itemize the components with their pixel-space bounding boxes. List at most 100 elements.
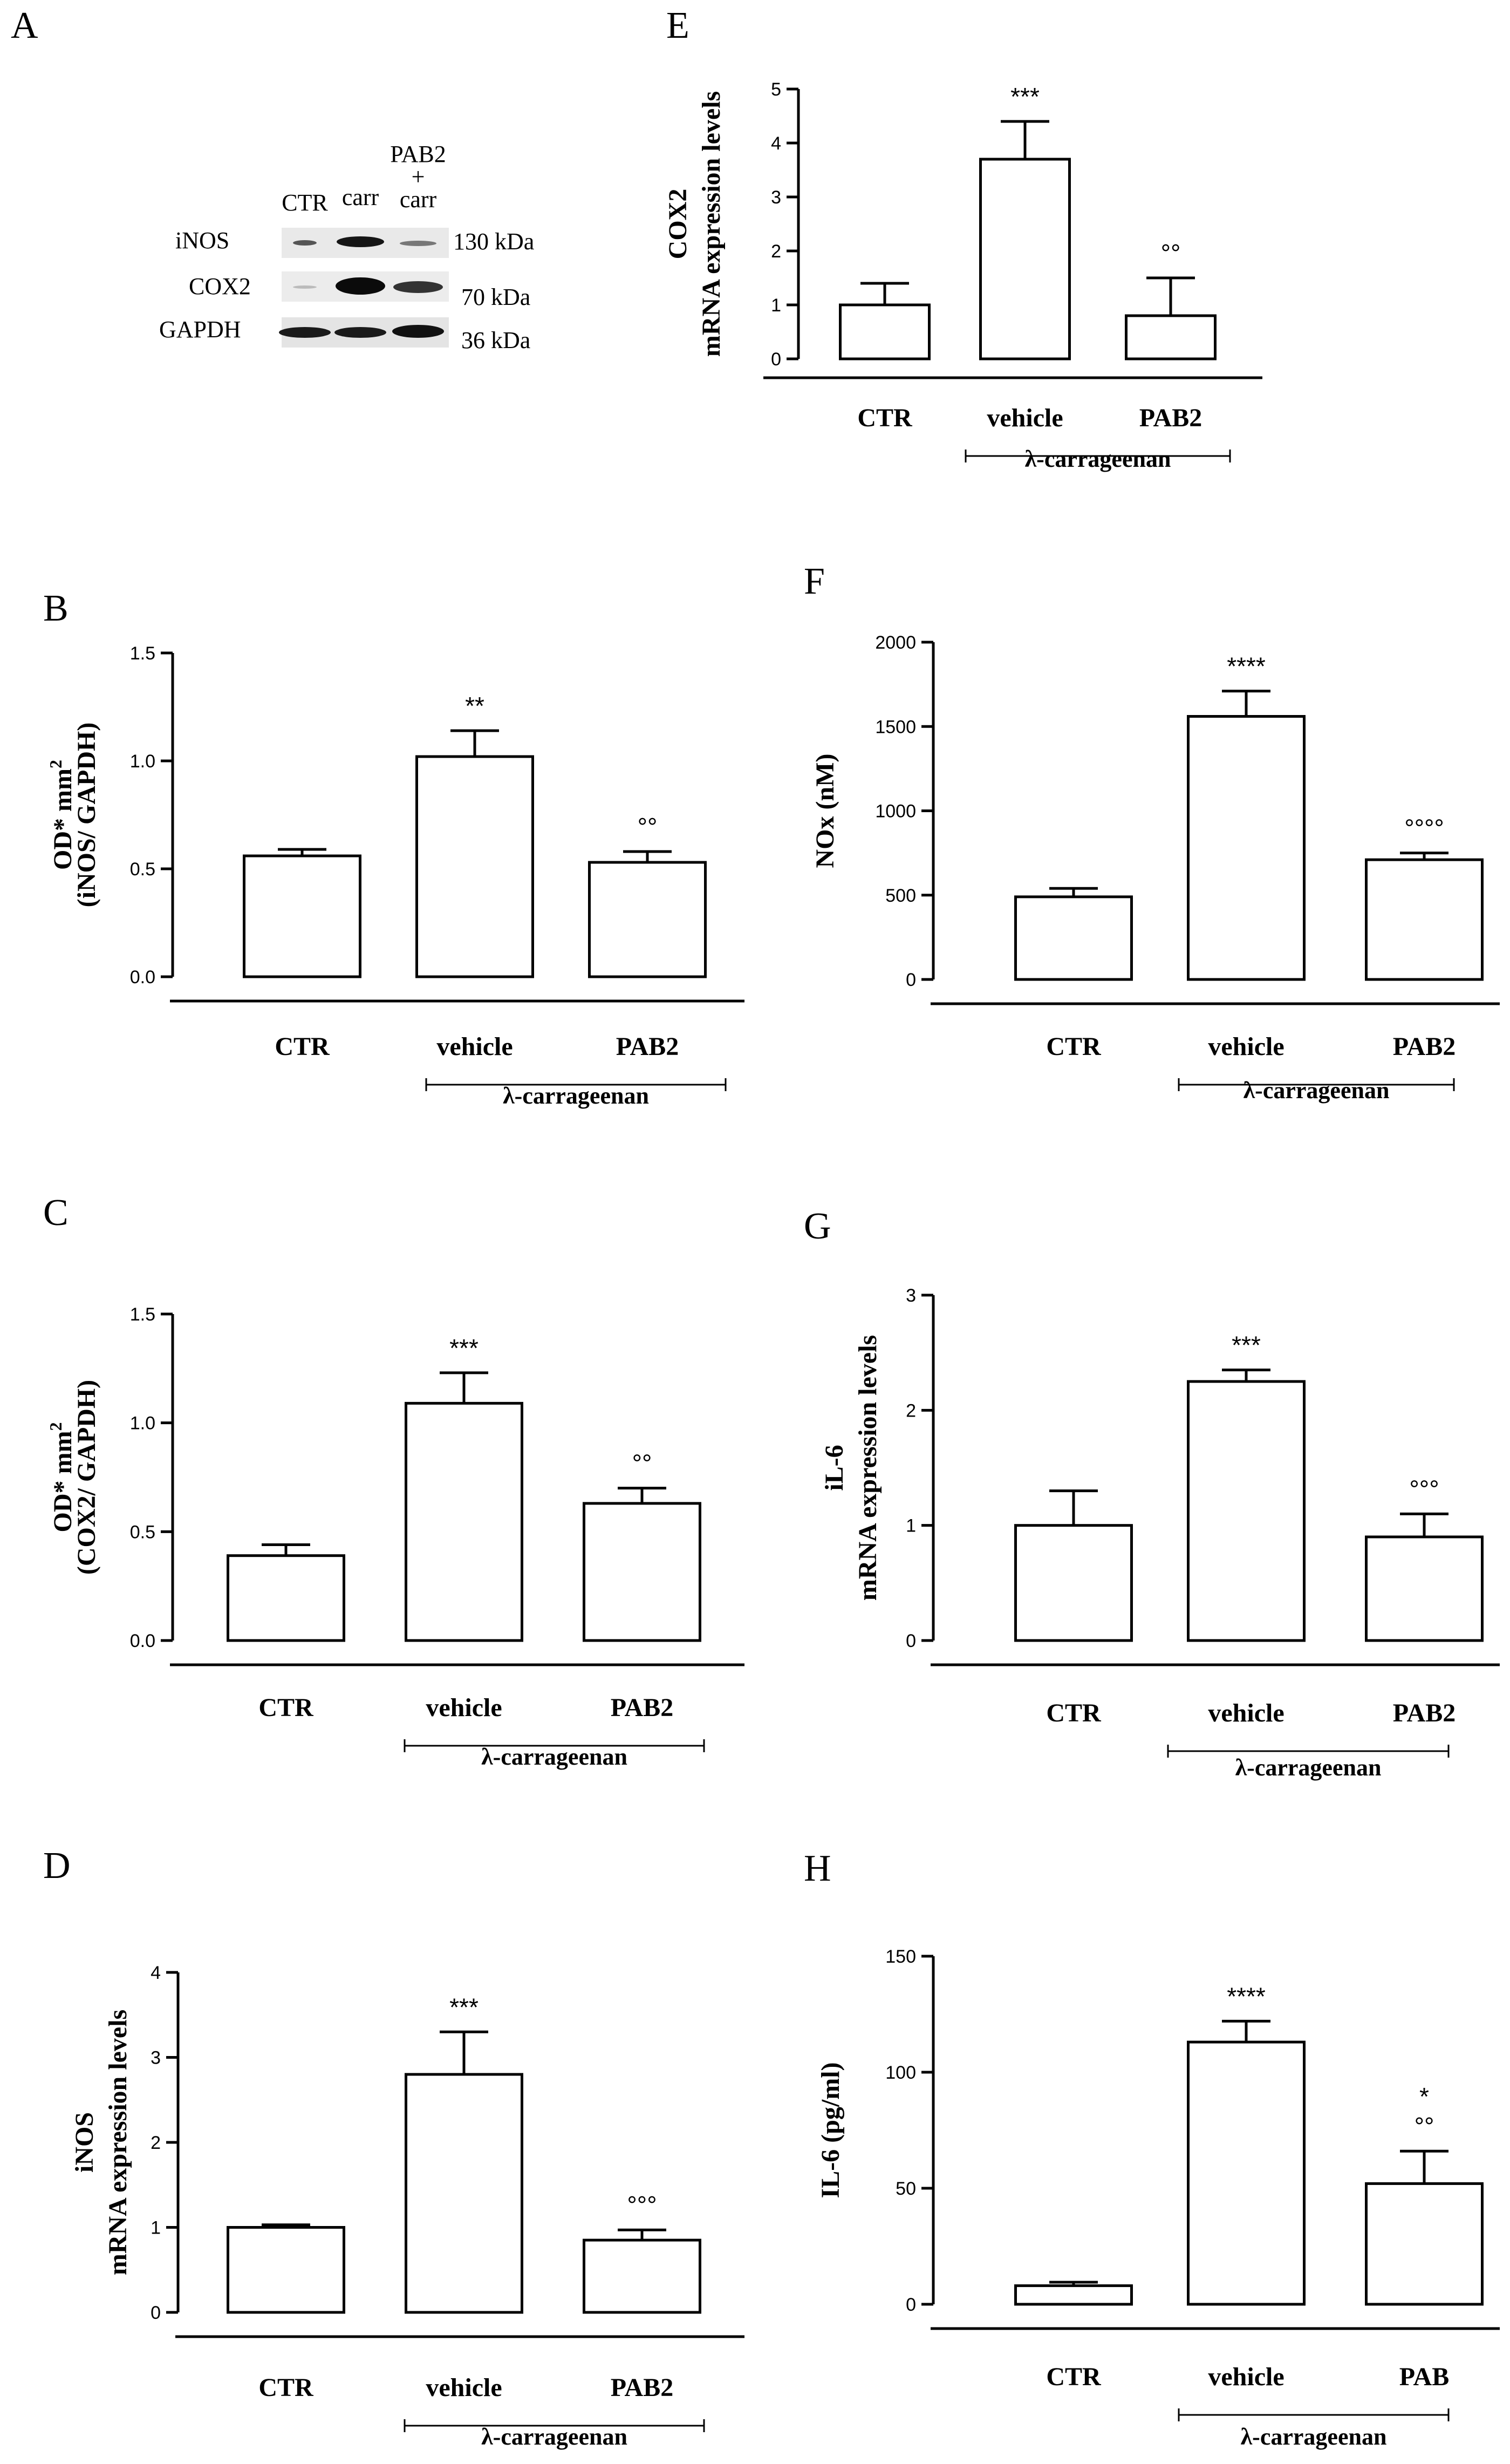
group-label: λ-carrageenan [1235, 1754, 1382, 1781]
bar-ctr [1014, 1524, 1133, 1642]
y-tick-label: 50 [896, 2179, 916, 2199]
bar-vehicle [405, 2073, 523, 2314]
y-tick-label: 1 [771, 295, 781, 316]
lane-label-pab2-carr: PAB2 + carr [390, 141, 446, 213]
band-inos-ctr [293, 240, 317, 246]
y-tick-label: 1 [906, 1516, 916, 1536]
panel-label-d: D [43, 1845, 71, 1887]
group-label: λ-carrageenan [1025, 446, 1171, 472]
significance-label: *** [1232, 1331, 1261, 1359]
group-label: λ-carrageenan [481, 1744, 627, 1770]
group-label: λ-carrageenan [1243, 1077, 1390, 1104]
category-label: vehicle [426, 2373, 502, 2402]
category-label: vehicle [987, 404, 1063, 432]
significance-label: °°° [1409, 1475, 1439, 1503]
y-axis-label: NOx (nM) [811, 754, 839, 868]
significance-label: °°° [627, 2191, 657, 2219]
significance-label: °° [632, 1449, 652, 1478]
category-label: PAB2 [1139, 404, 1202, 432]
bar-ctr [227, 1554, 345, 1642]
y-tick-label: 0.0 [130, 1631, 155, 1651]
panel-label-e: E [666, 5, 689, 46]
y-tick-label: 2000 [875, 632, 916, 653]
chart-e: E 0 1 2 3 4 5 CTR *** vehicle °° PAB2 λ-carrageenan C… [664, 5, 1262, 472]
y-tick-label: 100 [885, 2063, 916, 2083]
y-tick-label: 500 [885, 886, 916, 906]
y-tick-label: 0 [906, 1631, 916, 1651]
y-tick-label: 1500 [875, 717, 916, 737]
y-tick-label: 0.0 [130, 967, 155, 988]
band-gapdh-pab2 [392, 325, 444, 338]
category-label: CTR [857, 404, 913, 432]
chart-h: H 0 50 100 150 CTR **** vehicle *°° PAB λ-carragee… [804, 1848, 1500, 2450]
y-tick-label: 0.5 [130, 859, 155, 880]
category-label: PAB2 [611, 1693, 673, 1722]
y-tick-label: 1 [151, 2218, 161, 2238]
bar-vehicle [979, 158, 1071, 360]
category-label: CTR [258, 2373, 314, 2402]
band-cox2-carr [336, 277, 385, 295]
chart-c: C 0.0 0.5 1.0 1.5 CTR *** vehicle °° PAB2 λ-carrag… [43, 1192, 744, 1770]
significance-label: °° [638, 813, 658, 841]
category-label: vehicle [1208, 2363, 1284, 2391]
category-label: CTR [258, 1693, 314, 1722]
chart-f: F 0 500 1000 1500 2000 CTR **** vehicle °°°° PAB2λ… [804, 561, 1500, 1104]
y-tick-label: 1.5 [130, 643, 155, 664]
significance-label: °° [1161, 239, 1181, 267]
y-tick-label: 2 [151, 2133, 161, 2153]
bar-pab2 [1125, 314, 1217, 360]
category-label: PAB2 [1393, 1032, 1456, 1061]
y-axis-label: OD* mm2 (COX2/ GAPDH) [46, 1380, 101, 1575]
significance-label: *** [449, 1334, 479, 1362]
chart-g: G 0 1 2 3 CTR *** vehicle °°° PAB2 λ-carrageenan iL… [804, 1206, 1500, 1781]
bar-vehicle [415, 755, 534, 978]
category-label: vehicle [436, 1032, 513, 1061]
band-inos-carr [337, 236, 384, 247]
band-cox2-ctr [293, 285, 317, 289]
bar-pab2 [1365, 858, 1484, 981]
category-label: CTR [275, 1032, 330, 1061]
bar-pab2 [583, 1502, 701, 1642]
y-tick-label: 2 [906, 1400, 916, 1421]
category-label: CTR [1046, 1032, 1102, 1061]
y-tick-label: 0 [906, 970, 916, 990]
y-axis-label: iNOS mRNA expression levels [70, 2010, 132, 2275]
y-tick-label: 1.5 [130, 1304, 155, 1325]
panel-label-f: F [804, 561, 825, 602]
y-tick-label: 5 [771, 79, 781, 100]
category-label: vehicle [1208, 1699, 1284, 1727]
y-tick-label: 0 [151, 2303, 161, 2323]
band-gapdh-ctr [279, 327, 331, 338]
y-tick-label: 0.5 [130, 1522, 155, 1542]
panel-label-b: B [43, 588, 69, 629]
protein-label-cox2: COX2 [189, 273, 251, 300]
bar-pab2 [583, 2238, 701, 2314]
chart-d: D 0 1 2 3 4 CTR *** vehicle °°° PAB2 λ-carrageenan i… [43, 1845, 744, 2450]
category-label: vehicle [1208, 1032, 1284, 1061]
category-label: PAB2 [616, 1032, 679, 1061]
significance-label: * [1419, 2082, 1429, 2111]
panel-label-a: A [11, 5, 38, 46]
y-axis-label: COX2 mRNA expression levels [664, 91, 726, 357]
category-label: CTR [1046, 2363, 1102, 2391]
panel-label-c: C [43, 1192, 69, 1234]
y-tick-label: 4 [771, 133, 781, 154]
group-label: λ-carrageenan [481, 2424, 627, 2450]
chart-b: B 0.0 0.5 1.0 1.5 CTR ** vehicle °° PAB2 λ-carrage… [43, 588, 744, 1109]
bar-pab2 [588, 861, 707, 978]
y-axis-label: OD* mm2 (iNOS/ GAPDH) [46, 723, 101, 908]
category-label: PAB2 [611, 2373, 673, 2402]
panel-label-h: H [804, 1848, 831, 1889]
band-cox2-pab2 [393, 281, 443, 293]
y-tick-label: 1.0 [130, 751, 155, 772]
bar-ctr [1014, 895, 1133, 981]
bar-vehicle [1187, 2040, 1306, 2306]
size-label-cox2: 70 kDa [461, 284, 530, 310]
y-tick-label: 3 [906, 1285, 916, 1306]
western-blot-panel: A CTR carr PAB2 + carr iNOS COX2 GAPDH 130… [11, 5, 534, 353]
y-tick-label: 3 [151, 2048, 161, 2068]
size-label-gapdh: 36 kDa [461, 327, 530, 353]
y-tick-label: 0 [906, 2295, 916, 2315]
band-gapdh-carr [334, 327, 386, 338]
